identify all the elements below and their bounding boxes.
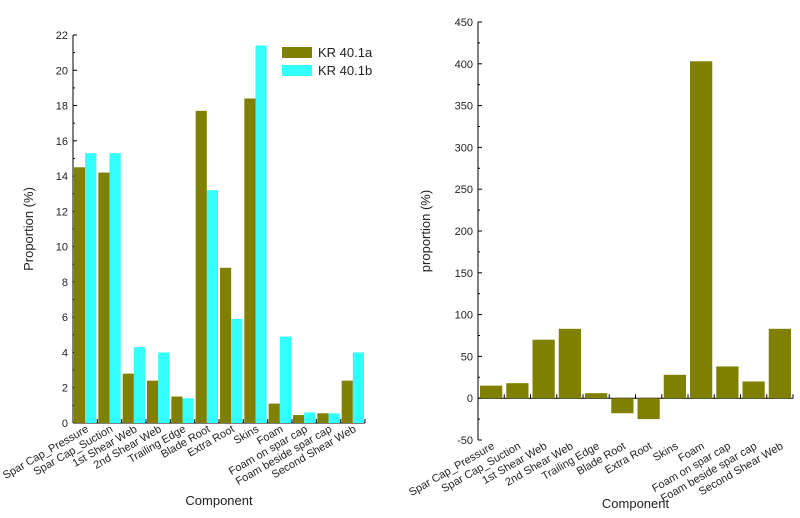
- y-tick-label: 14: [56, 171, 68, 183]
- y-tick-label: 18: [56, 101, 68, 113]
- bar-a: [341, 380, 353, 423]
- bar-value: [690, 61, 713, 399]
- y-tick-label: 50: [461, 351, 473, 363]
- bar-value: [558, 328, 581, 399]
- bar-a: [122, 373, 134, 423]
- bar-b: [304, 412, 316, 423]
- y-tick-label: 450: [455, 17, 473, 29]
- y-tick-label: 200: [455, 226, 473, 238]
- bar-value: [506, 383, 529, 399]
- y-tick-label: 8: [62, 277, 68, 289]
- y-tick-label: 22: [56, 30, 68, 42]
- bar-a: [98, 172, 110, 423]
- legend-swatch: [282, 65, 312, 76]
- bar-b: [255, 45, 267, 423]
- bar-a: [74, 167, 86, 423]
- bar-a: [147, 380, 159, 423]
- y-tick-label: 6: [62, 312, 68, 324]
- y-tick-label: 0: [467, 393, 473, 405]
- bar-value: [532, 339, 555, 399]
- bar-value: [480, 385, 503, 399]
- bar-value: [768, 328, 791, 399]
- x-tick-label: Skins: [651, 440, 681, 464]
- legend-label: KR 40.1a: [318, 45, 373, 60]
- bar-value: [585, 393, 608, 399]
- y-tick-label: 20: [56, 65, 68, 77]
- y-axis-title: proportion (%): [418, 190, 433, 272]
- x-axis-title: Component: [185, 493, 253, 508]
- bar-b: [133, 347, 145, 423]
- y-tick-label: 400: [455, 59, 473, 71]
- bar-b: [352, 352, 364, 423]
- y-tick-label: 150: [455, 268, 473, 280]
- bar-value: [663, 374, 686, 399]
- bar-b: [328, 413, 340, 423]
- y-tick-label: 300: [455, 142, 473, 154]
- bar-a: [293, 415, 305, 423]
- bar-a: [244, 98, 256, 423]
- bar-b: [85, 153, 97, 423]
- y-tick-label: -50: [457, 435, 473, 447]
- bar-b: [231, 318, 243, 423]
- y-axis-title: Proportion (%): [21, 187, 36, 271]
- y-tick-label: 250: [455, 184, 473, 196]
- y-tick-label: 2: [62, 383, 68, 395]
- bar-b: [158, 352, 170, 423]
- bar-a: [220, 267, 232, 423]
- bar-value: [637, 398, 660, 420]
- bar-a: [171, 396, 183, 423]
- x-axis-title: Component: [602, 496, 670, 511]
- y-tick-label: 350: [455, 101, 473, 113]
- bar-b: [279, 336, 291, 423]
- legend-label: KR 40.1b: [318, 63, 372, 78]
- y-tick-label: 0: [62, 418, 68, 430]
- y-tick-label: 10: [56, 242, 68, 254]
- bar-b: [109, 153, 121, 423]
- y-tick-label: 16: [56, 136, 68, 148]
- bar-value: [742, 381, 765, 399]
- legend-swatch: [282, 47, 312, 58]
- bar-value: [611, 398, 634, 414]
- y-tick-label: 4: [62, 347, 68, 359]
- bar-b: [182, 398, 194, 423]
- bar-a: [268, 403, 280, 423]
- bar-a: [317, 413, 329, 423]
- bar-value: [716, 366, 739, 399]
- bar-a: [195, 110, 207, 423]
- y-tick-label: 12: [56, 206, 68, 218]
- y-tick-label: 100: [455, 310, 473, 322]
- bar-b: [206, 190, 218, 423]
